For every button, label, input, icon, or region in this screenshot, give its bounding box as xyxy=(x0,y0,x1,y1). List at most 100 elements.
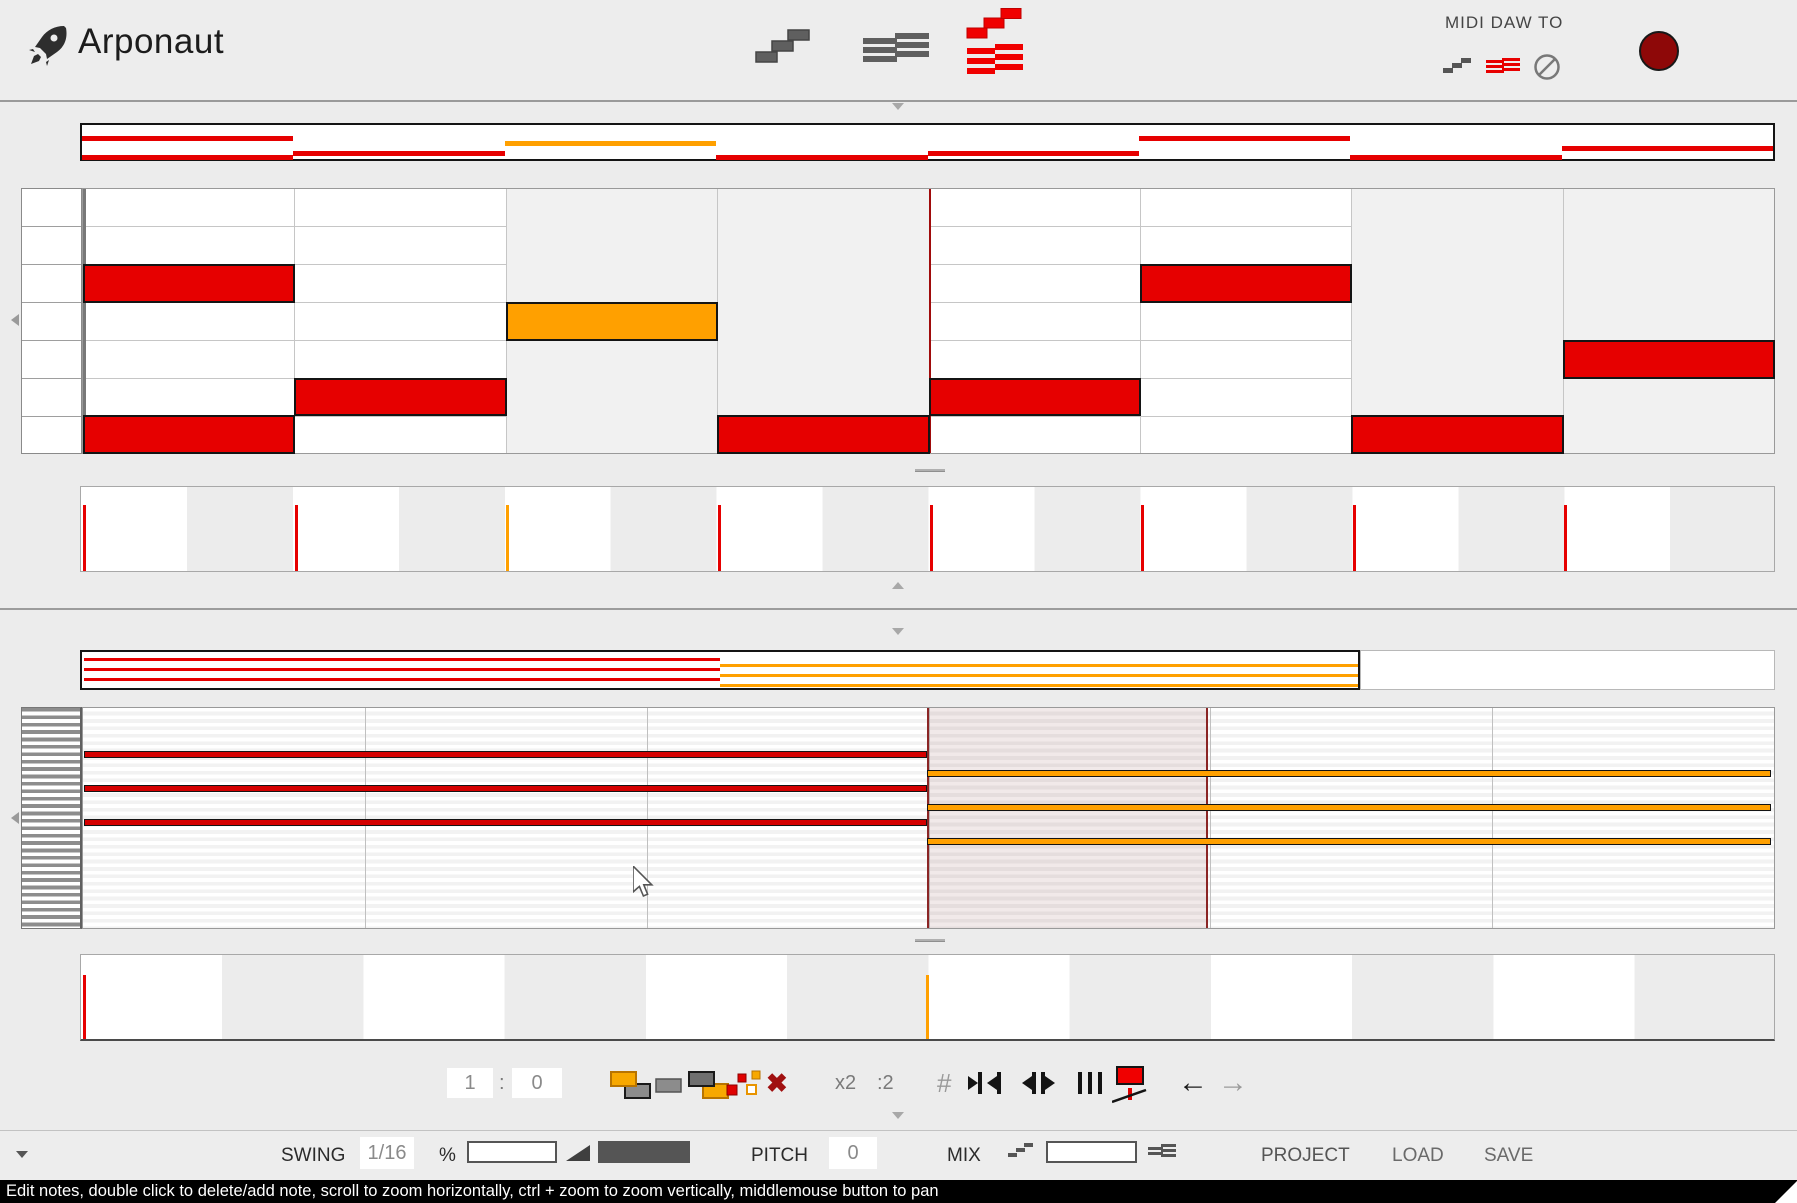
pitch-label: PITCH xyxy=(751,1145,808,1166)
roll-note-line[interactable] xyxy=(927,838,1771,845)
bottom-pattern-roll[interactable] xyxy=(82,707,1775,929)
roll-note-line[interactable] xyxy=(84,819,927,826)
snap-grid-icon[interactable]: # xyxy=(937,1068,952,1098)
copy-transpose-down-icon[interactable] xyxy=(688,1070,730,1107)
copy-transpose-up-icon[interactable] xyxy=(610,1070,652,1107)
bar-number-input[interactable]: 1 xyxy=(447,1068,493,1098)
project-menu[interactable]: PROJECT xyxy=(1261,1145,1350,1166)
bottom-minimap-tail[interactable] xyxy=(1360,650,1775,690)
record-indicator[interactable] xyxy=(1639,31,1679,71)
bar-beat-separator: : xyxy=(499,1072,505,1094)
mode-arp-steps-button[interactable] xyxy=(755,28,821,69)
rocket-logo-icon xyxy=(28,24,68,73)
grid-position-marker xyxy=(83,189,86,453)
mode-arp-chord-combo-button[interactable] xyxy=(965,8,1039,87)
velocity-bar[interactable] xyxy=(294,505,298,571)
undo-button[interactable]: ← xyxy=(1178,1066,1208,1099)
top-velocity-resize-handle[interactable] xyxy=(915,469,945,472)
mix-chord-icon xyxy=(1148,1143,1178,1164)
grid-note[interactable] xyxy=(1562,339,1775,379)
single-note-icon[interactable] xyxy=(655,1078,683,1099)
velocity-bar[interactable] xyxy=(83,505,86,571)
collapse-bottom-minimap-icon[interactable] xyxy=(892,628,904,635)
minimap-note-line xyxy=(84,678,720,681)
velocity-bar[interactable] xyxy=(926,975,929,1039)
midi-out-off-icon[interactable] xyxy=(1532,52,1562,87)
collapse-left-panel-lower-icon[interactable] xyxy=(11,812,19,824)
grid-note[interactable] xyxy=(928,377,1141,417)
velocity-bar[interactable] xyxy=(929,505,933,571)
grid-note[interactable] xyxy=(505,302,719,341)
velocity-bar[interactable] xyxy=(1352,505,1356,571)
piano-keys-column[interactable] xyxy=(21,707,82,929)
velocity-bar[interactable] xyxy=(83,975,86,1039)
roll-note-line[interactable] xyxy=(927,770,1771,777)
pattern-halve-button[interactable]: :2 xyxy=(877,1072,894,1094)
delete-all-icon[interactable]: ✖ xyxy=(766,1068,788,1098)
top-pattern-grid[interactable] xyxy=(82,188,1775,454)
mix-slider[interactable] xyxy=(1046,1141,1137,1163)
velocity-bar[interactable] xyxy=(1141,505,1145,571)
swing-rate-input[interactable]: 1/16 xyxy=(360,1137,414,1169)
velocity-bar[interactable] xyxy=(717,505,721,571)
top-grid-row-headers[interactable] xyxy=(21,188,82,454)
minimap-note-segment xyxy=(293,150,505,156)
bottom-velocity-strip[interactable] xyxy=(80,954,1775,1041)
collapse-left-panel-icon[interactable] xyxy=(11,314,19,326)
minimap-note-segment xyxy=(1561,145,1773,151)
roll-column-line xyxy=(1492,708,1494,928)
notes-shorten-icon[interactable] xyxy=(968,1072,1001,1094)
velocity-bar[interactable] xyxy=(506,505,510,571)
roll-note-line[interactable] xyxy=(84,751,927,758)
mode-chord-bars-button[interactable] xyxy=(862,30,932,67)
options-dropdown-icon[interactable] xyxy=(16,1151,28,1158)
grid-column-line xyxy=(1139,189,1141,453)
roll-note-line[interactable] xyxy=(927,804,1771,811)
velocity-bar[interactable] xyxy=(1564,505,1568,571)
grid-note[interactable] xyxy=(294,377,507,417)
marker-remove-icon[interactable] xyxy=(1111,1066,1148,1111)
minimap-note-line xyxy=(720,674,1358,677)
grid-playhead xyxy=(928,189,931,453)
expand-top-section-icon[interactable] xyxy=(892,582,904,589)
midi-out-chord-icon[interactable] xyxy=(1486,56,1520,79)
roll-column-line xyxy=(646,708,648,928)
roll-column-line xyxy=(364,708,366,928)
minimap-note-line xyxy=(84,658,720,661)
mix-arp-icon xyxy=(1008,1143,1036,1164)
minimap-note-segment xyxy=(82,155,294,161)
grid-note[interactable] xyxy=(83,264,296,304)
bottom-velocity-resize-handle[interactable] xyxy=(915,939,945,942)
bottom-pattern-minimap[interactable] xyxy=(80,650,1360,690)
velocity-slider[interactable] xyxy=(598,1141,690,1163)
grid-note[interactable] xyxy=(1139,264,1353,304)
swing-amount-slider[interactable] xyxy=(467,1141,557,1163)
collapse-top-minimap-icon[interactable] xyxy=(892,103,904,110)
roll-note-line[interactable] xyxy=(84,785,927,792)
roll-column-line xyxy=(928,708,930,928)
collapse-toolbar-icon[interactable] xyxy=(892,1112,904,1119)
pattern-double-button[interactable]: x2 xyxy=(835,1072,857,1094)
save-button[interactable]: SAVE xyxy=(1484,1145,1534,1166)
minimap-note-segment xyxy=(1138,136,1351,142)
roll-selection-region[interactable] xyxy=(927,708,1208,928)
window-resize-grip[interactable] xyxy=(1775,1181,1797,1203)
grid-note[interactable] xyxy=(83,415,296,454)
velocity-ramp-icon[interactable] xyxy=(566,1145,590,1161)
top-velocity-strip[interactable] xyxy=(80,486,1775,572)
beat-number-input[interactable]: 0 xyxy=(512,1068,562,1098)
top-pattern-minimap[interactable] xyxy=(80,123,1775,161)
section-divider[interactable] xyxy=(0,608,1797,610)
notes-divide-icon[interactable] xyxy=(1078,1072,1102,1094)
grid-note[interactable] xyxy=(1351,415,1564,454)
randomize-notes-icon[interactable] xyxy=(726,1070,764,1105)
midi-out-steps-icon[interactable] xyxy=(1443,56,1475,79)
redo-button[interactable]: → xyxy=(1218,1066,1248,1099)
load-button[interactable]: LOAD xyxy=(1392,1145,1444,1166)
notes-lengthen-icon[interactable] xyxy=(1022,1072,1055,1094)
grid-note[interactable] xyxy=(717,415,930,454)
minimap-note-segment xyxy=(716,155,928,161)
minimap-note-segment xyxy=(504,141,717,147)
pitch-input[interactable]: 0 xyxy=(829,1137,877,1169)
swing-label: SWING xyxy=(281,1145,346,1166)
